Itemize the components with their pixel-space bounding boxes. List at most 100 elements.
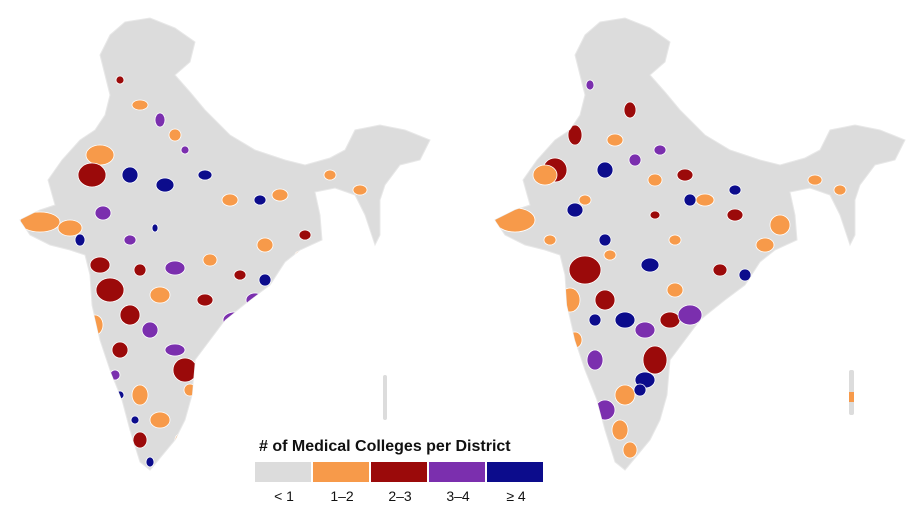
district-patch bbox=[614, 384, 636, 406]
legend-swatch bbox=[429, 462, 487, 482]
district-patch bbox=[586, 349, 604, 371]
district-patch bbox=[352, 184, 368, 196]
district-patch bbox=[532, 164, 558, 186]
legend-label: < 1 bbox=[274, 488, 294, 504]
legend-swatch bbox=[371, 462, 429, 482]
district-patch bbox=[323, 169, 337, 181]
legend-label: ≥ 4 bbox=[506, 488, 526, 504]
district-patch bbox=[121, 166, 139, 184]
district-patch bbox=[668, 234, 682, 246]
district-patch bbox=[666, 282, 684, 298]
district-patch bbox=[585, 79, 595, 91]
district-patch bbox=[294, 250, 306, 260]
district-patch bbox=[622, 441, 638, 459]
district-patch bbox=[623, 101, 637, 119]
district-patch bbox=[164, 260, 186, 276]
islands-right bbox=[849, 370, 854, 415]
district-patch bbox=[168, 128, 182, 142]
district-patch bbox=[642, 345, 668, 375]
district-patch bbox=[197, 169, 213, 181]
district-patch bbox=[256, 237, 274, 253]
district-patch bbox=[755, 237, 775, 253]
district-patch bbox=[145, 456, 155, 468]
district-patch bbox=[633, 383, 647, 397]
district-patch bbox=[677, 304, 703, 326]
district-patch bbox=[594, 289, 616, 311]
district-patch bbox=[123, 234, 137, 246]
district-patch bbox=[769, 214, 791, 236]
district-patch bbox=[611, 419, 629, 441]
district-patch bbox=[233, 269, 247, 281]
district-patch bbox=[119, 304, 141, 326]
india-map-left bbox=[19, 17, 431, 471]
legend-label: 3–4 bbox=[446, 488, 470, 504]
legend-swatch bbox=[313, 462, 371, 482]
district-patch bbox=[183, 383, 197, 397]
district-patch bbox=[833, 184, 847, 196]
district-patch bbox=[568, 255, 602, 285]
legend-item: 3–4 bbox=[429, 462, 487, 504]
district-patch bbox=[567, 331, 583, 349]
district-patch bbox=[807, 174, 823, 186]
district-patch bbox=[712, 263, 728, 277]
district-patch bbox=[769, 259, 781, 271]
district-patch bbox=[155, 177, 175, 193]
district-patch bbox=[298, 229, 312, 241]
district-patch bbox=[149, 411, 171, 429]
district-patch bbox=[20, 211, 61, 233]
district-patch bbox=[131, 99, 149, 111]
district-patch bbox=[74, 233, 86, 247]
district-patch bbox=[133, 263, 147, 277]
legend-swatch bbox=[487, 462, 545, 482]
district-patch bbox=[649, 210, 661, 220]
legend: # of Medical Colleges per District < 1 1–… bbox=[255, 438, 555, 504]
district-patch bbox=[567, 124, 583, 146]
district-patch bbox=[151, 223, 159, 233]
district-patch bbox=[164, 343, 186, 357]
district-patch bbox=[154, 112, 166, 128]
legend-title: # of Medical Colleges per District bbox=[259, 438, 511, 455]
district-patch bbox=[614, 311, 636, 329]
district-patch bbox=[738, 268, 752, 282]
district-patch bbox=[628, 153, 642, 167]
district-patch bbox=[659, 311, 681, 329]
district-patch bbox=[711, 322, 729, 338]
district-patch bbox=[640, 257, 660, 273]
district-patch bbox=[95, 277, 125, 303]
legend-item: 1–2 bbox=[313, 462, 371, 504]
district-patch bbox=[245, 292, 265, 308]
legend-scale: < 1 1–2 2–3 3–4 ≥ 4 bbox=[255, 462, 555, 504]
district-patch bbox=[86, 314, 104, 336]
district-patch bbox=[603, 249, 617, 261]
district-patch bbox=[271, 188, 289, 202]
district-patch bbox=[543, 234, 557, 246]
district-patch bbox=[598, 233, 612, 247]
legend-label: 1–2 bbox=[330, 488, 354, 504]
india-map-right bbox=[494, 17, 906, 471]
district-patch bbox=[202, 253, 218, 267]
legend-item: 2–3 bbox=[371, 462, 429, 504]
district-patch bbox=[606, 133, 624, 147]
district-patch bbox=[683, 193, 697, 207]
district-patch bbox=[57, 219, 83, 237]
district-patch bbox=[726, 208, 744, 222]
district-patch bbox=[77, 162, 107, 188]
district-patch bbox=[578, 194, 592, 206]
legend-item: < 1 bbox=[255, 462, 313, 504]
district-patch bbox=[222, 311, 248, 329]
district-patch bbox=[132, 431, 148, 449]
district-patch bbox=[115, 390, 125, 400]
district-patch bbox=[141, 321, 159, 339]
district-patch bbox=[196, 293, 214, 307]
district-patch bbox=[221, 193, 239, 207]
district-patch bbox=[596, 161, 614, 179]
district-patch bbox=[634, 321, 656, 339]
district-patch bbox=[131, 384, 149, 406]
islands-left bbox=[383, 375, 387, 420]
district-patch bbox=[115, 75, 125, 85]
district-patch bbox=[111, 341, 129, 359]
district-patch bbox=[728, 184, 742, 196]
district-patch bbox=[653, 144, 667, 156]
district-patch bbox=[495, 207, 536, 233]
